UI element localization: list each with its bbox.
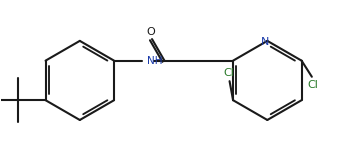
Text: O: O: [146, 27, 155, 37]
Text: Cl: Cl: [307, 80, 318, 90]
Text: N: N: [261, 37, 269, 47]
Text: NH: NH: [147, 56, 163, 66]
Text: Cl: Cl: [223, 68, 234, 78]
